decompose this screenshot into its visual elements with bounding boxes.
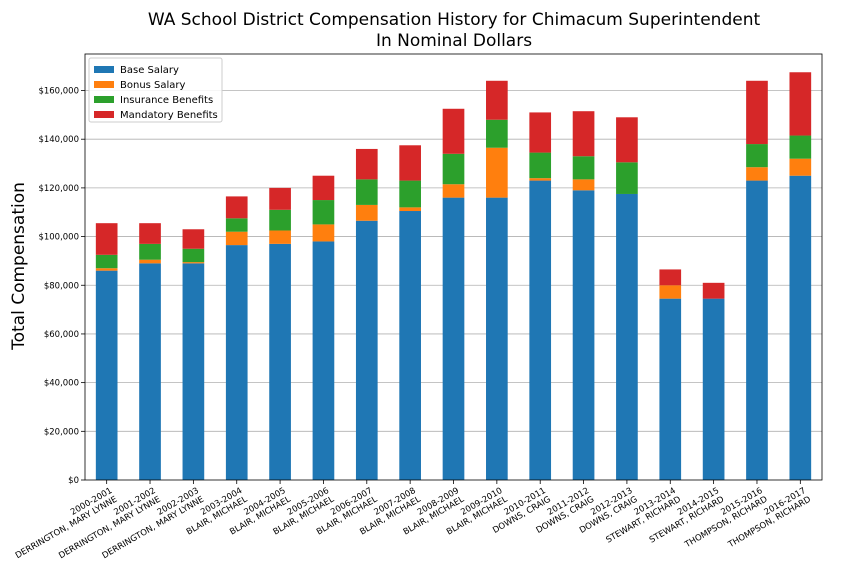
bar-segment <box>269 243 291 480</box>
y-tick-label: $100,000 <box>38 233 79 243</box>
bar-segment <box>702 298 725 480</box>
bar-segment <box>529 180 552 480</box>
bar-segment <box>139 243 161 260</box>
bar-segment <box>225 231 248 246</box>
bar-segment <box>355 220 378 480</box>
bar-segment <box>225 218 248 232</box>
bar-segment <box>225 245 248 480</box>
bar-segment <box>182 248 205 263</box>
bar-segment <box>182 262 205 264</box>
bar-segment <box>312 175 335 201</box>
bar-segment <box>95 223 118 255</box>
legend-label: Mandatory Benefits <box>120 110 218 121</box>
bar-segment <box>182 263 205 480</box>
bar-segment <box>789 135 812 159</box>
bar-segment <box>659 269 682 286</box>
legend-label: Insurance Benefits <box>120 95 213 106</box>
chart-title: WA School District Compensation History … <box>148 10 761 30</box>
bar-segment <box>442 153 465 185</box>
bar-segment <box>269 187 291 210</box>
bar-segment <box>486 147 508 198</box>
bar-segment <box>659 285 682 299</box>
bar-segment <box>95 254 118 269</box>
y-tick-label: $160,000 <box>38 87 79 97</box>
bar-segment <box>572 179 595 191</box>
bar-segment <box>95 270 118 480</box>
bar-segment <box>269 230 291 244</box>
legend-swatch <box>94 81 114 88</box>
bar-segment <box>529 152 552 179</box>
bar-segment <box>442 197 465 480</box>
bar-segment <box>486 197 508 480</box>
y-tick-label: $120,000 <box>38 184 79 194</box>
bar-segment <box>486 80 508 120</box>
bar-segment <box>269 209 291 231</box>
bar-segment <box>702 282 725 299</box>
bar-segment <box>399 180 421 208</box>
bar-segment <box>399 207 421 212</box>
bar-segment <box>529 112 552 153</box>
bar-segment <box>486 119 508 148</box>
bar-segment <box>312 200 335 225</box>
bar-segment <box>746 167 768 181</box>
bar-segment <box>616 193 638 480</box>
bars <box>95 72 812 481</box>
y-axis-label: Total Compensation <box>9 182 29 351</box>
bar-segment <box>139 223 161 244</box>
bar-segment <box>616 162 638 194</box>
y-tick-label: $20,000 <box>44 427 79 437</box>
bar-segment <box>312 224 335 242</box>
bar-segment <box>442 184 465 198</box>
bar-segment <box>746 180 768 480</box>
bar-segment <box>312 241 335 480</box>
legend-swatch <box>94 66 114 73</box>
legend-swatch <box>94 96 114 103</box>
bar-segment <box>529 178 552 181</box>
y-tick-label: $140,000 <box>38 135 79 145</box>
legend-swatch <box>94 111 114 118</box>
bar-segment <box>746 80 768 145</box>
bar-segment <box>355 148 378 180</box>
y-tick-label: $40,000 <box>44 379 79 389</box>
bar-segment <box>225 196 248 219</box>
y-tick-label: $80,000 <box>44 281 79 291</box>
bar-segment <box>182 229 205 249</box>
y-tick-label: $60,000 <box>44 330 79 340</box>
bar-segment <box>572 190 595 480</box>
y-tick-label: $0 <box>68 476 79 486</box>
legend-box <box>88 57 223 123</box>
legend-label: Base Salary <box>120 65 179 76</box>
bar-segment <box>139 259 161 264</box>
y-ticks: $0 $20,000 $40,000 $60,000 $80,000 $100,000 $1… <box>38 87 85 486</box>
legend: Base Salary Bonus Salary Insurance Benefit… <box>88 57 223 123</box>
bar-segment <box>442 108 465 154</box>
legend-label: Bonus Salary <box>120 80 186 91</box>
chart-subtitle: In Nominal Dollars <box>376 31 532 51</box>
bar-segment <box>355 204 378 221</box>
bar-segment <box>746 144 768 168</box>
bar-segment <box>572 111 595 157</box>
bar-segment <box>789 158 812 176</box>
bar-segment <box>789 72 812 136</box>
bar-segment <box>659 298 682 480</box>
bar-segment <box>355 179 378 205</box>
bar-segment <box>95 268 118 271</box>
bar-segment <box>572 156 595 180</box>
x-ticks: 2000-2001DERRINGTON, MARY LYNNE2001-2002… <box>14 480 813 561</box>
bar-segment <box>616 117 638 163</box>
bar-segment <box>399 145 421 181</box>
bar-segment <box>139 263 161 480</box>
bar-segment <box>399 211 421 481</box>
bar-segment <box>789 175 812 480</box>
